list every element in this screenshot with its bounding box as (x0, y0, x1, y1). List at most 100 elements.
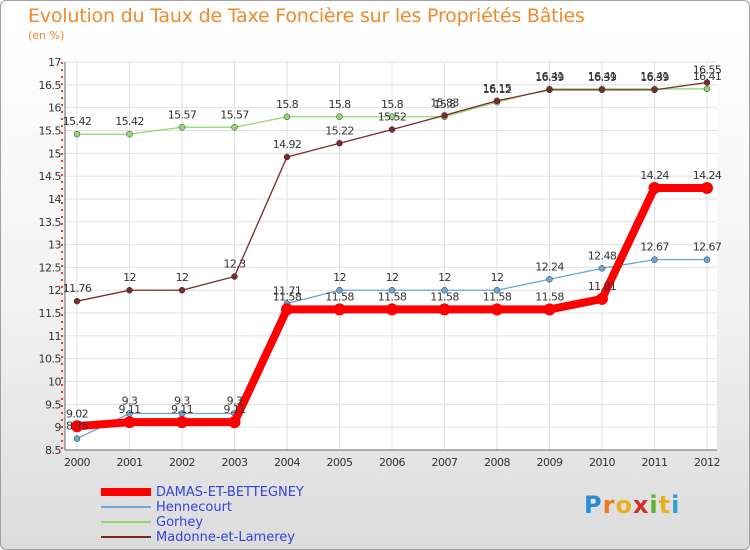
data-label: 16.15 (483, 82, 512, 95)
data-point (333, 303, 346, 316)
chart-subtitle: (en %) (28, 29, 65, 42)
chart-legend: DAMAS-ET-BETTEGNEY Hennecourt Gorhey Madonn… (101, 485, 401, 545)
data-point (176, 416, 188, 429)
data-label: 11.58 (378, 290, 407, 303)
data-point (283, 113, 291, 121)
data-point (126, 130, 133, 138)
data-label: 11.58 (483, 290, 512, 303)
x-tick-label: 2009 (537, 456, 563, 469)
data-point (651, 86, 658, 94)
data-point (491, 303, 503, 316)
y-tick-label: 10 (48, 376, 61, 389)
data-label: 16.41 (640, 70, 669, 83)
data-label: 9.3 (122, 394, 138, 407)
data-point (336, 140, 343, 147)
data-point (493, 97, 501, 105)
data-label: 11.58 (325, 290, 354, 303)
data-point (546, 86, 553, 94)
data-label: 12.48 (588, 249, 617, 262)
data-label: 15.83 (430, 96, 459, 109)
x-tick-label: 2002 (169, 456, 195, 469)
legend-label: Madonne-et-Lamerey (156, 530, 295, 545)
data-label: 12 (176, 271, 189, 284)
x-tick-label: 2011 (642, 456, 668, 469)
data-label: 11.58 (535, 290, 564, 303)
data-point (493, 286, 501, 294)
data-label: 12 (438, 271, 451, 284)
data-point (441, 286, 448, 294)
legend-label: Hennecourt (156, 500, 233, 515)
chart-title: Evolution du Taux de Taxe Foncière sur l… (28, 5, 585, 27)
data-point (543, 303, 556, 316)
x-tick-label: 2008 (484, 456, 510, 469)
x-tick-label: 2012 (694, 456, 720, 469)
y-tick-label: 17 (48, 56, 61, 69)
data-point (596, 292, 608, 305)
y-tick-label: 12 (48, 284, 61, 297)
x-tick-label: 2000 (64, 456, 90, 469)
data-label: 8.75 (66, 420, 89, 433)
data-point (231, 273, 238, 280)
data-point (598, 86, 606, 94)
data-label: 12 (333, 271, 346, 284)
data-point (336, 113, 343, 121)
y-tick-label: 9.5 (45, 398, 61, 411)
data-label: 16.41 (693, 70, 722, 83)
y-tick-label: 15 (48, 147, 61, 160)
data-point (648, 181, 661, 194)
x-tick-label: 2005 (327, 456, 353, 469)
data-label: 15.42 (63, 115, 92, 128)
data-label: 16.12 (483, 83, 512, 96)
data-label: 11.58 (430, 290, 459, 303)
y-tick-label: 15.5 (39, 124, 62, 137)
legend-swatch (101, 488, 151, 496)
data-point (703, 79, 711, 86)
y-tick-label: 16 (48, 102, 61, 115)
data-point (388, 286, 396, 294)
data-point (73, 130, 81, 138)
y-tick-label: 13.5 (39, 216, 62, 229)
data-label: 14.92 (273, 138, 302, 151)
legend-label: DAMAS-ET-BETTEGNEY (156, 485, 304, 500)
data-point (441, 112, 448, 119)
y-tick-label: 13 (48, 239, 61, 252)
data-label: 12.67 (640, 241, 669, 254)
data-label: 15.22 (325, 124, 354, 137)
data-point (281, 303, 293, 316)
data-point (231, 124, 238, 131)
data-point (438, 303, 451, 316)
data-label: 16.39 (640, 71, 669, 84)
x-tick-label: 2004 (274, 456, 300, 469)
y-tick-label: 8.5 (45, 444, 61, 457)
x-tick-label: 2006 (379, 456, 405, 469)
y-tick-label: 12.5 (39, 261, 62, 274)
data-label: 12 (491, 271, 504, 284)
data-label: 15.8 (276, 98, 299, 111)
y-tick-label: 14 (48, 193, 61, 206)
y-tick-label: 9 (55, 421, 62, 434)
data-point (703, 256, 711, 263)
data-point (598, 265, 606, 272)
data-point (546, 276, 553, 283)
data-label: 15.57 (168, 108, 197, 121)
legend-item: Madonne-et-Lamerey (101, 530, 401, 545)
data-point (178, 286, 186, 294)
data-label: 9.3 (227, 394, 243, 407)
data-point (126, 286, 133, 294)
data-label: 16.41 (588, 70, 617, 83)
legend-label: Gorhey (156, 515, 204, 530)
x-tick-label: 2010 (589, 456, 615, 469)
data-label: 16.55 (693, 64, 722, 77)
data-label: 15.42 (115, 115, 144, 128)
data-point (388, 126, 396, 133)
data-label: 16.39 (535, 71, 564, 84)
legend-swatch (101, 521, 151, 523)
data-point (73, 435, 81, 442)
data-label: 9.3 (174, 394, 190, 407)
data-label: 16.39 (588, 71, 617, 84)
data-point (388, 113, 396, 121)
data-label: 12.67 (693, 241, 722, 254)
data-point (701, 181, 713, 194)
proxiti-logo: Proxiti (584, 491, 681, 519)
